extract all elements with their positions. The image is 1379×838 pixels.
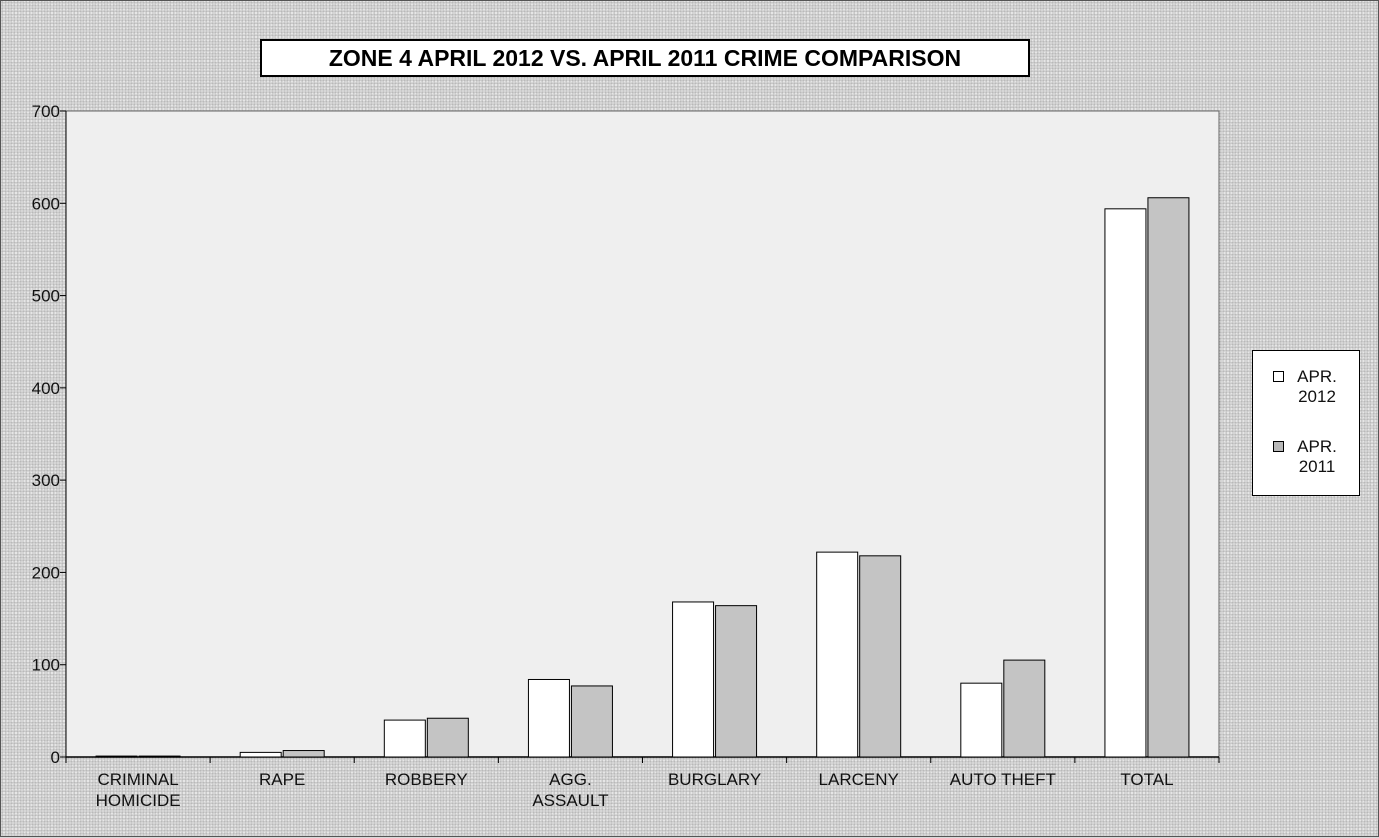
x-category-label: BURGLARY: [668, 770, 761, 789]
legend-label-apr-2012-line2: 2012: [1298, 387, 1336, 406]
bar-apr-2012: [239, 751, 282, 758]
bar-apr-2011: [570, 685, 613, 758]
y-tick-label: 300: [32, 471, 60, 490]
x-category-label: AUTO THEFT: [950, 770, 1056, 789]
bar-apr-2012: [672, 601, 715, 758]
bar-apr-2011: [1003, 659, 1046, 758]
x-category-label: TOTAL: [1120, 770, 1173, 789]
legend-swatch-apr-2012: [1273, 371, 1284, 382]
legend-item-apr-2011: APR. 2011: [1273, 437, 1345, 477]
x-category-label: CRIMINAL: [97, 770, 178, 789]
x-category-label: ASSAULT: [532, 791, 608, 810]
x-category-label: LARCENY: [819, 770, 899, 789]
bar-apr-2012: [816, 551, 859, 758]
x-category-label: ROBBERY: [385, 770, 468, 789]
y-tick-label: 100: [32, 656, 60, 675]
bar-apr-2011: [715, 605, 758, 758]
bar-apr-2012: [1104, 208, 1147, 758]
y-tick-label: 0: [51, 748, 60, 767]
bar-apr-2011: [282, 750, 325, 758]
legend-label-apr-2011-line2: 2011: [1298, 457, 1336, 476]
x-category-label: AGG.: [549, 770, 592, 789]
bar-apr-2011: [859, 555, 902, 758]
legend-swatch-apr-2011: [1273, 441, 1284, 452]
x-category-label: HOMICIDE: [96, 791, 181, 810]
bar-apr-2011: [1147, 197, 1190, 758]
bar-apr-2011: [426, 717, 469, 758]
y-tick-label: 400: [32, 379, 60, 398]
legend-label-apr-2012-line1: APR.: [1297, 367, 1337, 386]
x-category-label: RAPE: [259, 770, 305, 789]
y-tick-label: 700: [32, 102, 60, 121]
bar-apr-2012: [95, 755, 138, 758]
legend-item-apr-2012: APR. 2012: [1273, 367, 1345, 407]
bar-apr-2012: [960, 682, 1003, 758]
y-tick-label: 200: [32, 563, 60, 582]
bar-apr-2012: [383, 719, 426, 758]
bar-apr-2011: [138, 755, 181, 758]
bar-apr-2012: [527, 678, 570, 758]
plot-background: [65, 110, 1220, 758]
legend-label-apr-2011-line1: APR.: [1297, 437, 1337, 456]
y-tick-label: 600: [32, 194, 60, 213]
chart-title: ZONE 4 APRIL 2012 VS. APRIL 2011 CRIME C…: [260, 39, 1030, 77]
legend: APR. 2012 APR. 2011: [1252, 350, 1360, 496]
y-tick-label: 500: [32, 287, 60, 306]
